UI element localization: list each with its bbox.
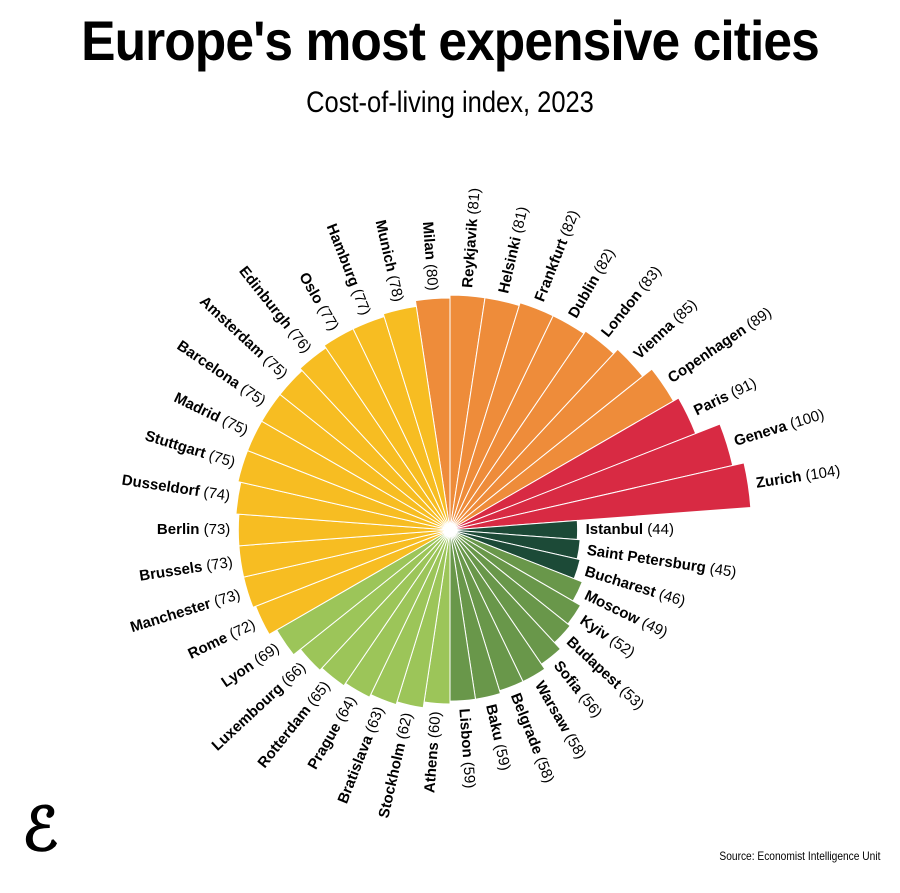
- city-name: Stuttgart: [143, 427, 208, 462]
- city-name: Athens: [421, 742, 442, 794]
- bar-label: Lisbon (59): [455, 708, 478, 789]
- index-value: (75): [203, 446, 237, 471]
- bar-label: Munich (78): [372, 218, 407, 303]
- city-name: Berlin: [157, 521, 200, 538]
- bar-label: Frankfurt (82): [531, 208, 582, 304]
- bar-label: Vienna (85): [630, 296, 700, 363]
- bar-label: Dublin (82): [565, 245, 618, 321]
- bar-label: Zurich (104): [755, 462, 842, 491]
- city-name: Edinburgh: [235, 263, 295, 332]
- index-value: (82): [588, 245, 618, 280]
- bar-label: Geneva (100): [732, 406, 826, 450]
- index-value: (78): [383, 270, 406, 304]
- bar-label: Baku (59): [482, 703, 514, 773]
- source-note: Source: Economist Intelligence Unit: [718, 849, 880, 863]
- index-value: (89): [740, 304, 775, 335]
- bar-zurich: [449, 462, 752, 531]
- index-value: (44): [643, 521, 674, 538]
- index-value: (104): [800, 462, 841, 485]
- bar-label: Stuttgart (75): [143, 427, 237, 471]
- bar-label: Rome (72): [185, 616, 258, 663]
- city-name: Prague: [305, 720, 345, 773]
- index-value: (75): [234, 378, 269, 409]
- bar-label: Oslo (77): [295, 270, 342, 334]
- bar-label: Athens (60): [421, 711, 444, 794]
- city-name: Manchester: [128, 595, 213, 636]
- index-value: (49): [635, 613, 670, 642]
- city-name: Hamburg: [323, 221, 363, 289]
- index-value: (100): [784, 406, 826, 434]
- city-name: Reykjavik: [459, 217, 481, 288]
- index-value: (81): [508, 205, 531, 239]
- index-value: (69): [247, 640, 282, 671]
- city-name: Lisbon: [455, 708, 476, 758]
- city-name: Bratislava: [334, 732, 376, 806]
- bar-label: Milan (80): [419, 221, 441, 291]
- city-name: Copenhagen: [665, 321, 750, 386]
- city-name: Dusseldorf: [121, 472, 202, 501]
- index-value: (81): [464, 187, 483, 219]
- bar-label: Stockholm (62): [375, 711, 416, 820]
- chart-title: Europe's most expensive cities: [81, 9, 820, 72]
- city-name: Barcelona: [174, 337, 244, 392]
- chart-subtitle: Cost-of-living index, 2023: [306, 86, 594, 119]
- bar-label: Helsinki (81): [495, 205, 531, 295]
- city-name: Zurich: [755, 468, 803, 492]
- city-name: Frankfurt: [531, 237, 571, 305]
- city-name: Geneva: [732, 417, 789, 449]
- index-value: (62): [393, 711, 416, 745]
- index-value: (77): [347, 283, 374, 318]
- index-value: (58): [559, 727, 589, 762]
- index-value: (80): [422, 259, 441, 291]
- city-name: Helsinki: [495, 235, 524, 295]
- bar-label: Berlin (73): [157, 521, 230, 538]
- center-dot: [444, 524, 456, 536]
- bar-munich: [382, 305, 451, 531]
- city-name: Madrid: [171, 389, 223, 426]
- index-value: (59): [490, 738, 513, 772]
- city-name: Stockholm: [375, 741, 409, 820]
- economist-logo: ℰ: [22, 795, 59, 865]
- bar-label: Dusseldorf (74): [121, 472, 232, 505]
- city-name: Milan: [419, 221, 439, 261]
- index-value: (64): [330, 693, 360, 728]
- index-value: (52): [603, 630, 638, 661]
- index-value: (82): [555, 208, 582, 243]
- city-name: Amsterdam: [196, 293, 268, 362]
- bar-label: Brussels (73): [138, 554, 234, 585]
- index-value: (75): [216, 411, 251, 440]
- index-value: (91): [724, 375, 759, 404]
- index-value: (73): [199, 521, 230, 538]
- index-value: (73): [201, 554, 234, 575]
- city-name: Rome: [185, 629, 230, 662]
- index-value: (74): [198, 483, 231, 504]
- index-value: (60): [425, 711, 444, 743]
- bar-label: Reykjavik (81): [459, 187, 483, 288]
- city-name: Baku: [482, 703, 507, 743]
- index-value: (46): [653, 585, 687, 610]
- index-value: (63): [361, 704, 388, 739]
- index-value: (72): [223, 616, 258, 645]
- index-value: (59): [459, 757, 478, 789]
- bar-label: Madrid (75): [171, 389, 250, 439]
- city-name: Brussels: [138, 558, 203, 584]
- index-value: (77): [312, 298, 342, 333]
- index-value: (58): [530, 750, 557, 785]
- city-name: Istanbul: [586, 521, 644, 538]
- city-name: Dublin: [565, 272, 603, 321]
- city-name: London: [598, 287, 646, 341]
- index-value: (45): [704, 560, 737, 581]
- bar-label: Istanbul (44): [586, 521, 674, 538]
- city-name: Munich: [372, 218, 400, 273]
- bar-label: Paris (91): [691, 375, 759, 420]
- index-value: (73): [208, 586, 242, 611]
